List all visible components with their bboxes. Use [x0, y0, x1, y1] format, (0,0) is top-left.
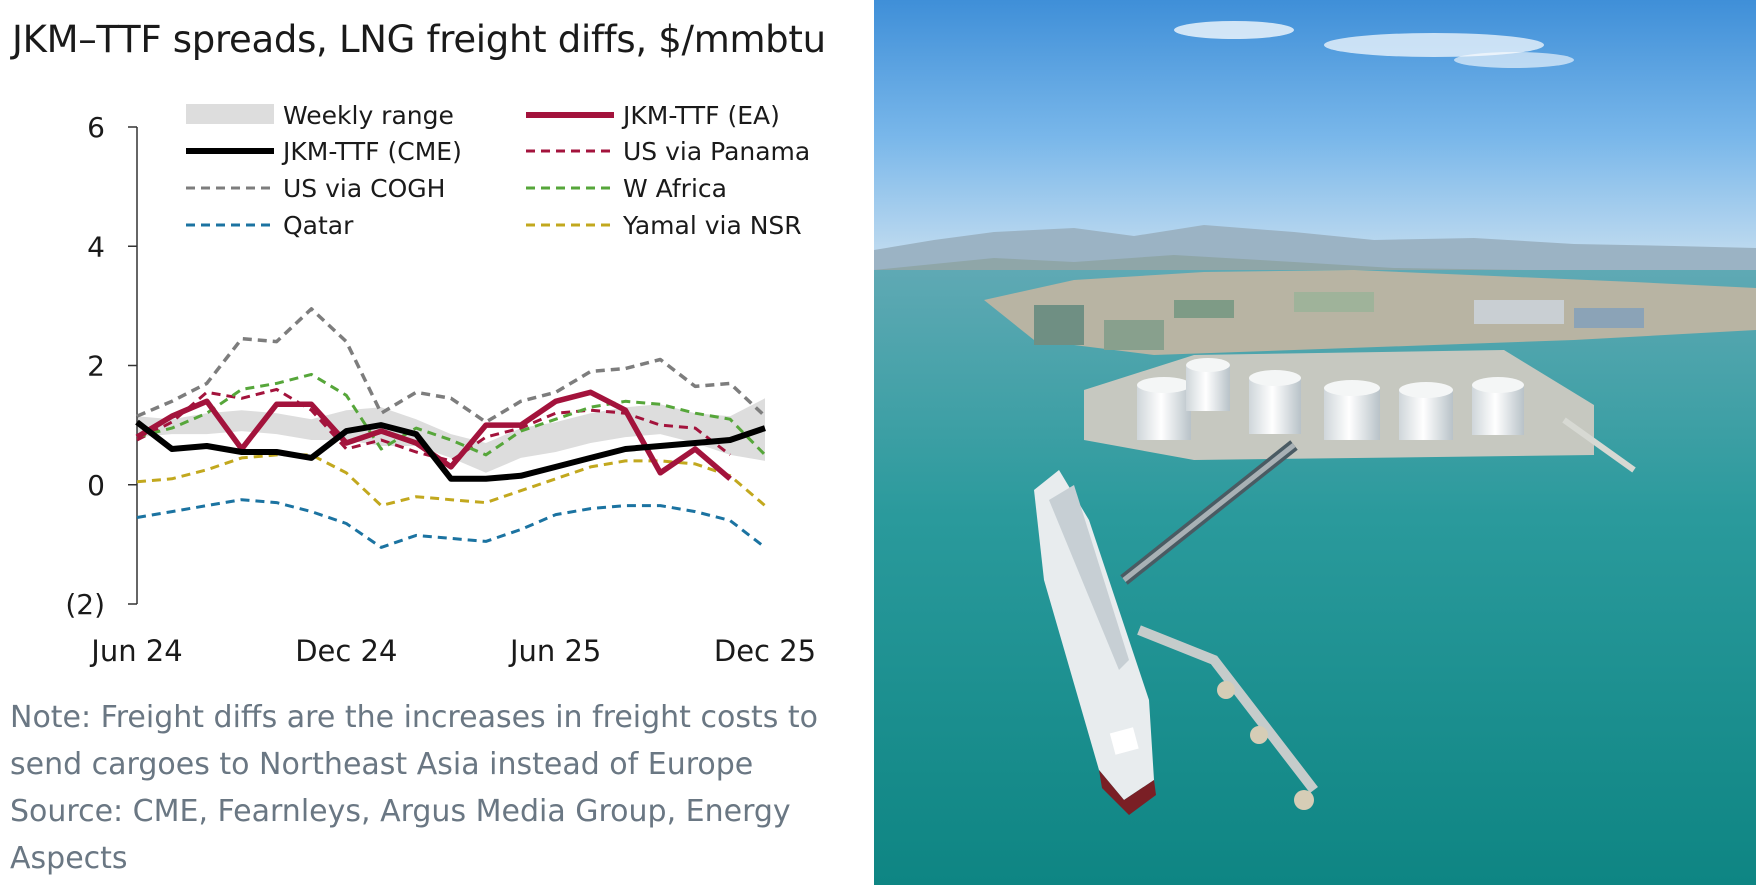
legend-label-qatar: Qatar	[283, 211, 354, 240]
weekly-range-band	[137, 398, 765, 473]
lng-terminal-photo	[874, 0, 1756, 885]
x-tick-label: Jun 24	[89, 634, 182, 668]
y-tick-label: 4	[87, 230, 105, 263]
series-line-qatar	[136, 498, 766, 549]
note-line-1: Note: Freight diffs are the increases in…	[10, 700, 818, 735]
chart-title: JKM–TTF spreads, LNG freight diffs, $/mm…	[12, 18, 826, 61]
sky	[874, 0, 1756, 250]
note-line-4: Aspects	[10, 841, 128, 876]
legend-label-us-via-panama: US via Panama	[623, 137, 810, 166]
legend-label-jkm-ttf-cme-: JKM-TTF (CME)	[281, 137, 462, 166]
y-tick-label: 0	[87, 469, 105, 502]
chart-note: Note: Freight diffs are the increases in…	[10, 694, 860, 882]
legend-label-yamal-via-nsr: Yamal via NSR	[622, 211, 802, 240]
note-line-3: Source: CME, Fearnleys, Argus Media Grou…	[10, 794, 791, 829]
x-tick-label: Dec 25	[714, 634, 816, 668]
x-tick-label: Dec 24	[295, 634, 397, 668]
legend-swatch-weekly-range	[186, 104, 274, 124]
legend-label-w-africa: W Africa	[623, 174, 727, 203]
chart-svg: 6 4 2 0 (2) Jun 24 Dec 24 Jun 25 Dec 25 Weekly ra…	[65, 101, 816, 668]
y-tick-label: 2	[87, 350, 105, 383]
note-line-2: send cargoes to Northeast Asia instead o…	[10, 747, 754, 782]
lng-tanker-ship	[1034, 470, 1156, 815]
chart-panel: JKM–TTF spreads, LNG freight diffs, $/mm…	[0, 0, 874, 885]
legend-label-jkm-ttf-ea-: JKM-TTF (EA)	[621, 101, 780, 130]
legend-label-us-via-cogh: US via COGH	[283, 174, 445, 203]
series-line-yamal-via-nsr	[136, 453, 766, 508]
shoreline-city	[984, 270, 1756, 355]
x-tick-label: Jun 25	[508, 634, 601, 668]
y-tick-label: 6	[87, 111, 105, 144]
storage-tanks	[1137, 358, 1524, 440]
legend-label-weekly-range: Weekly range	[283, 101, 454, 130]
series-line-jkm-ttf-cme-	[135, 419, 766, 482]
series-line-us-via-cogh	[136, 307, 767, 424]
y-tick-label: (2)	[65, 588, 105, 621]
